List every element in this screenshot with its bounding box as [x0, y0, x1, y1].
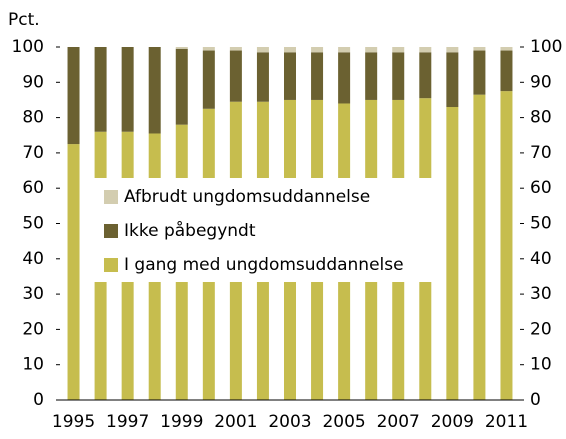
- y-unit-label: Pct.: [8, 10, 40, 30]
- y-tick-label: 50: [22, 214, 44, 234]
- bar-segment: [94, 47, 107, 132]
- y2-tick-label: 70: [530, 143, 552, 163]
- bar-segment: [121, 47, 134, 132]
- y-tick-label: 60: [22, 178, 44, 198]
- bar-segment: [473, 47, 486, 51]
- y2-tick-label: 20: [530, 319, 552, 339]
- y2-tick-label: 10: [530, 355, 552, 375]
- bar-segment: [229, 47, 242, 51]
- bar-segment: [500, 50, 513, 92]
- y-tick-label: 30: [22, 284, 44, 304]
- bar-segment: [338, 47, 351, 53]
- legend-box: [92, 178, 432, 282]
- bar-segment: [175, 48, 188, 125]
- bar-segment: [365, 52, 378, 100]
- bar-segment: [446, 107, 459, 400]
- bar-segment: [311, 52, 324, 100]
- bar-segment: [473, 94, 486, 400]
- bar-segment: [392, 47, 405, 53]
- legend-swatch: [104, 224, 118, 238]
- x-tick-label: 1997: [106, 412, 149, 432]
- y-tick-label: 100: [12, 37, 44, 57]
- x-tick-label: 2005: [322, 412, 365, 432]
- bar-segment: [284, 47, 296, 53]
- bar-segment: [67, 47, 80, 145]
- bar-segment: [446, 52, 459, 108]
- bar-segment: [175, 47, 188, 49]
- bar-segment: [148, 47, 161, 134]
- bar-segment: [419, 47, 432, 53]
- legend-label: Afbrudt ungdomsuddannelse: [124, 187, 370, 207]
- bar-segment: [256, 52, 269, 102]
- x-tick-label: 2007: [377, 412, 420, 432]
- legend-swatch: [104, 258, 118, 272]
- bar-segment: [202, 47, 215, 51]
- x-tick-label: 2011: [485, 412, 528, 432]
- legend-label: I gang med ungdomsuddannelse: [124, 255, 404, 275]
- bar-segment: [229, 50, 242, 102]
- y-tick-label: 80: [22, 108, 44, 128]
- y2-tick-label: 80: [530, 108, 552, 128]
- y-tick-label: 40: [22, 249, 44, 269]
- bar-segment: [500, 91, 513, 400]
- bar-segment: [365, 47, 378, 53]
- x-tick-label: 2001: [214, 412, 257, 432]
- y-tick-label: 0: [33, 390, 44, 410]
- y2-tick-label: 90: [530, 72, 552, 92]
- bar-segment: [284, 52, 296, 100]
- bar-segment: [338, 52, 351, 104]
- y-tick-label: 20: [22, 319, 44, 339]
- y2-tick-label: 100: [530, 37, 562, 57]
- bar-segment: [473, 50, 486, 95]
- bar-segment: [256, 47, 269, 53]
- y-tick-label: 90: [22, 72, 44, 92]
- x-tick-label: 1995: [52, 412, 95, 432]
- bar-segment: [67, 144, 80, 400]
- legend-label: Ikke påbegyndt: [124, 220, 256, 241]
- bar-segment: [500, 47, 513, 51]
- y2-tick-label: 50: [530, 214, 552, 234]
- x-tick-label: 2003: [268, 412, 311, 432]
- y-tick-label: 10: [22, 355, 44, 375]
- y2-tick-label: 30: [530, 284, 552, 304]
- x-tick-label: 1999: [160, 412, 203, 432]
- y2-tick-label: 40: [530, 249, 552, 269]
- bar-segment: [419, 52, 432, 99]
- y2-tick-label: 60: [530, 178, 552, 198]
- bar-segment: [202, 50, 215, 109]
- bar-segment: [446, 47, 459, 53]
- y-tick-label: 70: [22, 143, 44, 163]
- x-tick-label: 2009: [431, 412, 474, 432]
- bar-segment: [311, 47, 324, 53]
- legend-swatch: [104, 190, 118, 204]
- bar-segment: [392, 52, 405, 100]
- y2-tick-label: 0: [530, 390, 541, 410]
